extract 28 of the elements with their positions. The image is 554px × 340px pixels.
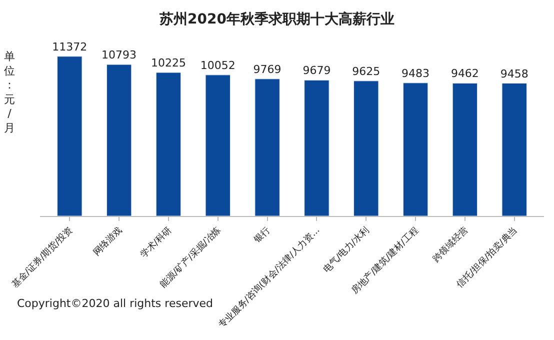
data-label: 10052 — [200, 58, 236, 72]
x-tick-label: 银行 — [251, 224, 273, 246]
bar — [254, 78, 280, 216]
data-label: 9769 — [253, 62, 282, 76]
data-label: 10225 — [150, 56, 186, 70]
y-axis-title: 单位：元/月 — [4, 50, 15, 134]
bar — [106, 64, 132, 216]
bar — [57, 56, 82, 216]
bar — [502, 83, 527, 216]
bar — [402, 82, 428, 216]
text: Copyright©2020 all rights reserved — [17, 297, 213, 310]
data-label: 11372 — [52, 40, 88, 54]
x-tick-label: 跨领域经营 — [430, 224, 470, 264]
data-label: 9458 — [500, 67, 528, 80]
x-tick-label: 学术/科研 — [138, 224, 174, 260]
x-tick-label: 基金/证券/期货/投资 — [10, 224, 75, 290]
chart-title: 苏州2020年秋季求职期十大高薪行业 — [158, 10, 394, 28]
bar — [354, 80, 379, 216]
bar — [205, 74, 230, 216]
bar — [156, 72, 182, 216]
data-label: 9483 — [402, 66, 430, 80]
bar — [304, 80, 330, 216]
data-label: 9679 — [302, 64, 331, 78]
bar — [452, 82, 478, 216]
data-label: 10793 — [102, 48, 137, 62]
x-tick-label: 网络游戏 — [91, 224, 124, 258]
data-label: 9625 — [352, 64, 380, 78]
data-label: 9462 — [450, 67, 479, 80]
